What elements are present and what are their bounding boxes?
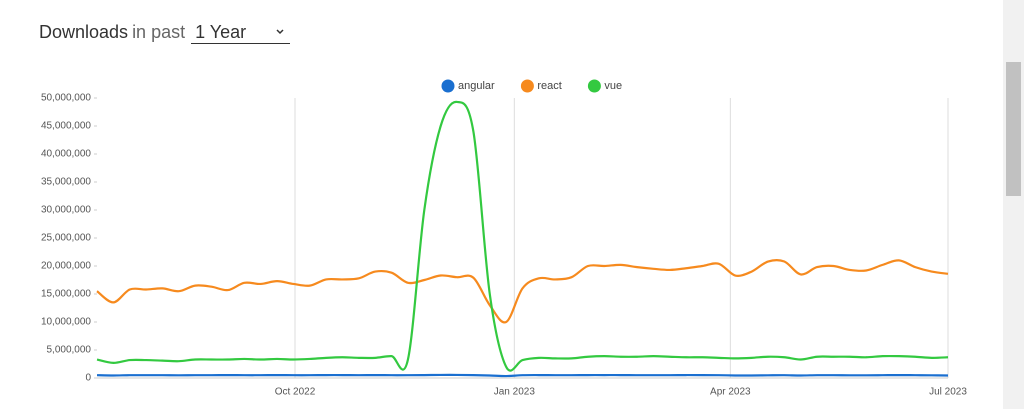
x-tick-label: Oct 2022 — [275, 387, 316, 398]
chart: 0 5,000,000 10,000,000 15,000,000 20,000,000… — [41, 79, 967, 398]
y-tick-label: 40,000,000 — [41, 149, 91, 160]
scrollbar[interactable] — [1003, 0, 1024, 409]
header-label: Downloads — [39, 22, 129, 42]
y-tick-label: 5,000,000 — [47, 345, 92, 356]
x-tick-label: Jan 2023 — [494, 387, 536, 398]
legend-swatch[interactable] — [587, 79, 601, 93]
x-tick-label: Apr 2023 — [710, 387, 751, 398]
y-tick-label: 25,000,000 — [41, 233, 91, 244]
series-line — [96, 373, 949, 378]
x-tick-label: Jul 2023 — [929, 387, 967, 398]
y-tick-label: 10,000,000 — [41, 317, 91, 328]
y-tick-label: 20,000,000 — [41, 261, 91, 272]
y-tick-label: 50,000,000 — [41, 93, 91, 104]
period-value: 1 Year — [195, 22, 247, 42]
header: Downloads in past 1 Year — [39, 22, 291, 44]
legend-swatch[interactable] — [520, 79, 534, 93]
series-line — [96, 100, 949, 372]
series-line — [96, 258, 949, 324]
legend-label[interactable]: react — [537, 80, 561, 92]
header-suffix: in past — [132, 22, 186, 42]
scrollbar-thumb[interactable] — [1006, 62, 1021, 196]
caret — [276, 29, 284, 35]
legend-label[interactable]: vue — [604, 80, 622, 92]
y-tick-label: 15,000,000 — [41, 289, 91, 300]
legend-swatch[interactable] — [441, 79, 455, 93]
y-tick-label: 45,000,000 — [41, 121, 91, 132]
period-select[interactable]: 1 Year — [191, 22, 291, 44]
y-tick-label: 35,000,000 — [41, 177, 91, 188]
y-tick-label: 0 — [85, 373, 91, 384]
legend-label[interactable]: angular — [458, 80, 495, 92]
y-tick-label: 30,000,000 — [41, 205, 91, 216]
